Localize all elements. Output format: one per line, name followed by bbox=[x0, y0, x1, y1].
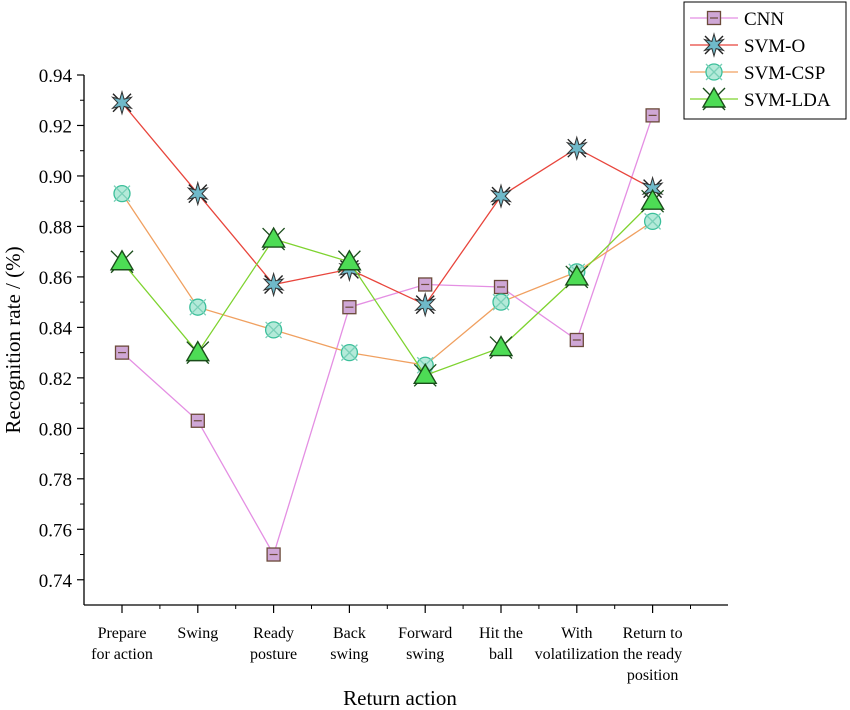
data-point bbox=[266, 547, 281, 562]
data-point bbox=[643, 212, 662, 231]
y-tick-label: 0.92 bbox=[39, 116, 72, 137]
series-svm-csp bbox=[113, 184, 662, 374]
y-tick-label: 0.82 bbox=[39, 369, 72, 390]
x-tick-label: Swing bbox=[177, 625, 218, 642]
y-ticks: 0.74 0.76 0.78 0.80 0.82 0.84 0.86 0.88 0.90 0.92… bbox=[39, 66, 84, 592]
data-point bbox=[189, 298, 207, 316]
data-point bbox=[190, 413, 205, 428]
y-tick-label: 0.90 bbox=[39, 167, 72, 188]
data-point bbox=[342, 300, 357, 315]
legend-label: SVM-CSP bbox=[744, 63, 825, 84]
data-point bbox=[412, 362, 438, 387]
legend-label: SVM-O bbox=[744, 36, 805, 57]
data-point bbox=[569, 332, 584, 348]
y-tick-label: 0.88 bbox=[39, 217, 72, 238]
data-point bbox=[493, 279, 509, 295]
x-tick-label: Forward bbox=[398, 625, 452, 642]
y-axis-title: Recognition rate / (%) bbox=[1, 246, 25, 433]
y-tick-label: 0.80 bbox=[39, 419, 72, 440]
x-tick-label: Back bbox=[333, 625, 366, 642]
legend-marker bbox=[705, 63, 723, 81]
y-tick-label: 0.78 bbox=[39, 470, 72, 491]
data-point bbox=[110, 89, 134, 116]
legend-marker bbox=[702, 32, 726, 58]
data-point bbox=[264, 321, 283, 339]
data-point bbox=[185, 340, 211, 365]
x-tick-label: Ready bbox=[253, 625, 294, 642]
data-point bbox=[640, 188, 665, 213]
data-point bbox=[565, 135, 588, 162]
x-tick-label: posture bbox=[250, 646, 297, 663]
x-tick-label: Return to bbox=[623, 625, 683, 642]
x-tick-label: for action bbox=[91, 646, 153, 663]
x-ticks: Prepare for action Swing Ready posture Back sw… bbox=[91, 605, 691, 684]
axes bbox=[83, 75, 728, 606]
x-axis-title: Return action bbox=[343, 686, 457, 710]
data-point bbox=[262, 271, 285, 298]
legend: CNN SVM-O SVM-CSP SVM-LDA bbox=[683, 1, 847, 120]
data-point bbox=[492, 293, 510, 311]
y-tick-label: 0.86 bbox=[39, 268, 72, 289]
data-point bbox=[337, 249, 362, 274]
x-tick-label: ball bbox=[489, 646, 514, 663]
data-point bbox=[261, 226, 286, 251]
series-line bbox=[121, 193, 653, 366]
x-tick-label: the ready bbox=[623, 646, 682, 663]
data-point bbox=[114, 345, 130, 360]
series-line bbox=[121, 115, 654, 557]
x-tick-label: volatilization bbox=[535, 646, 619, 663]
y-tick-label: 0.74 bbox=[39, 571, 73, 592]
legend-label: SVM-LDA bbox=[744, 90, 831, 111]
y-tick-label: 0.94 bbox=[39, 66, 73, 87]
data-point bbox=[113, 184, 131, 203]
data-point bbox=[109, 249, 135, 274]
data-point bbox=[418, 277, 433, 292]
x-tick-label: Hit the bbox=[479, 625, 523, 642]
x-tick-label: swing bbox=[330, 646, 368, 663]
data-point bbox=[340, 343, 359, 362]
x-tick-label: With bbox=[561, 625, 592, 642]
legend-marker bbox=[701, 86, 727, 111]
data-point bbox=[186, 180, 209, 207]
y-tick-label: 0.76 bbox=[39, 520, 72, 541]
data-point bbox=[564, 264, 590, 289]
x-tick-label: position bbox=[627, 667, 679, 684]
data-point bbox=[489, 183, 513, 209]
data-point bbox=[645, 108, 660, 123]
series-line bbox=[121, 102, 653, 306]
series-svm-lda bbox=[109, 188, 665, 387]
data-point bbox=[488, 335, 514, 360]
x-tick-label: Prepare bbox=[98, 625, 147, 642]
series-layer bbox=[109, 89, 665, 562]
y-tick-label: 0.84 bbox=[39, 318, 73, 339]
x-tick-label: swing bbox=[406, 646, 444, 663]
data-point bbox=[414, 291, 437, 318]
legend-marker bbox=[706, 10, 722, 26]
series-cnn bbox=[114, 108, 660, 562]
series-line bbox=[121, 200, 654, 377]
legend-label: CNN bbox=[744, 9, 784, 30]
